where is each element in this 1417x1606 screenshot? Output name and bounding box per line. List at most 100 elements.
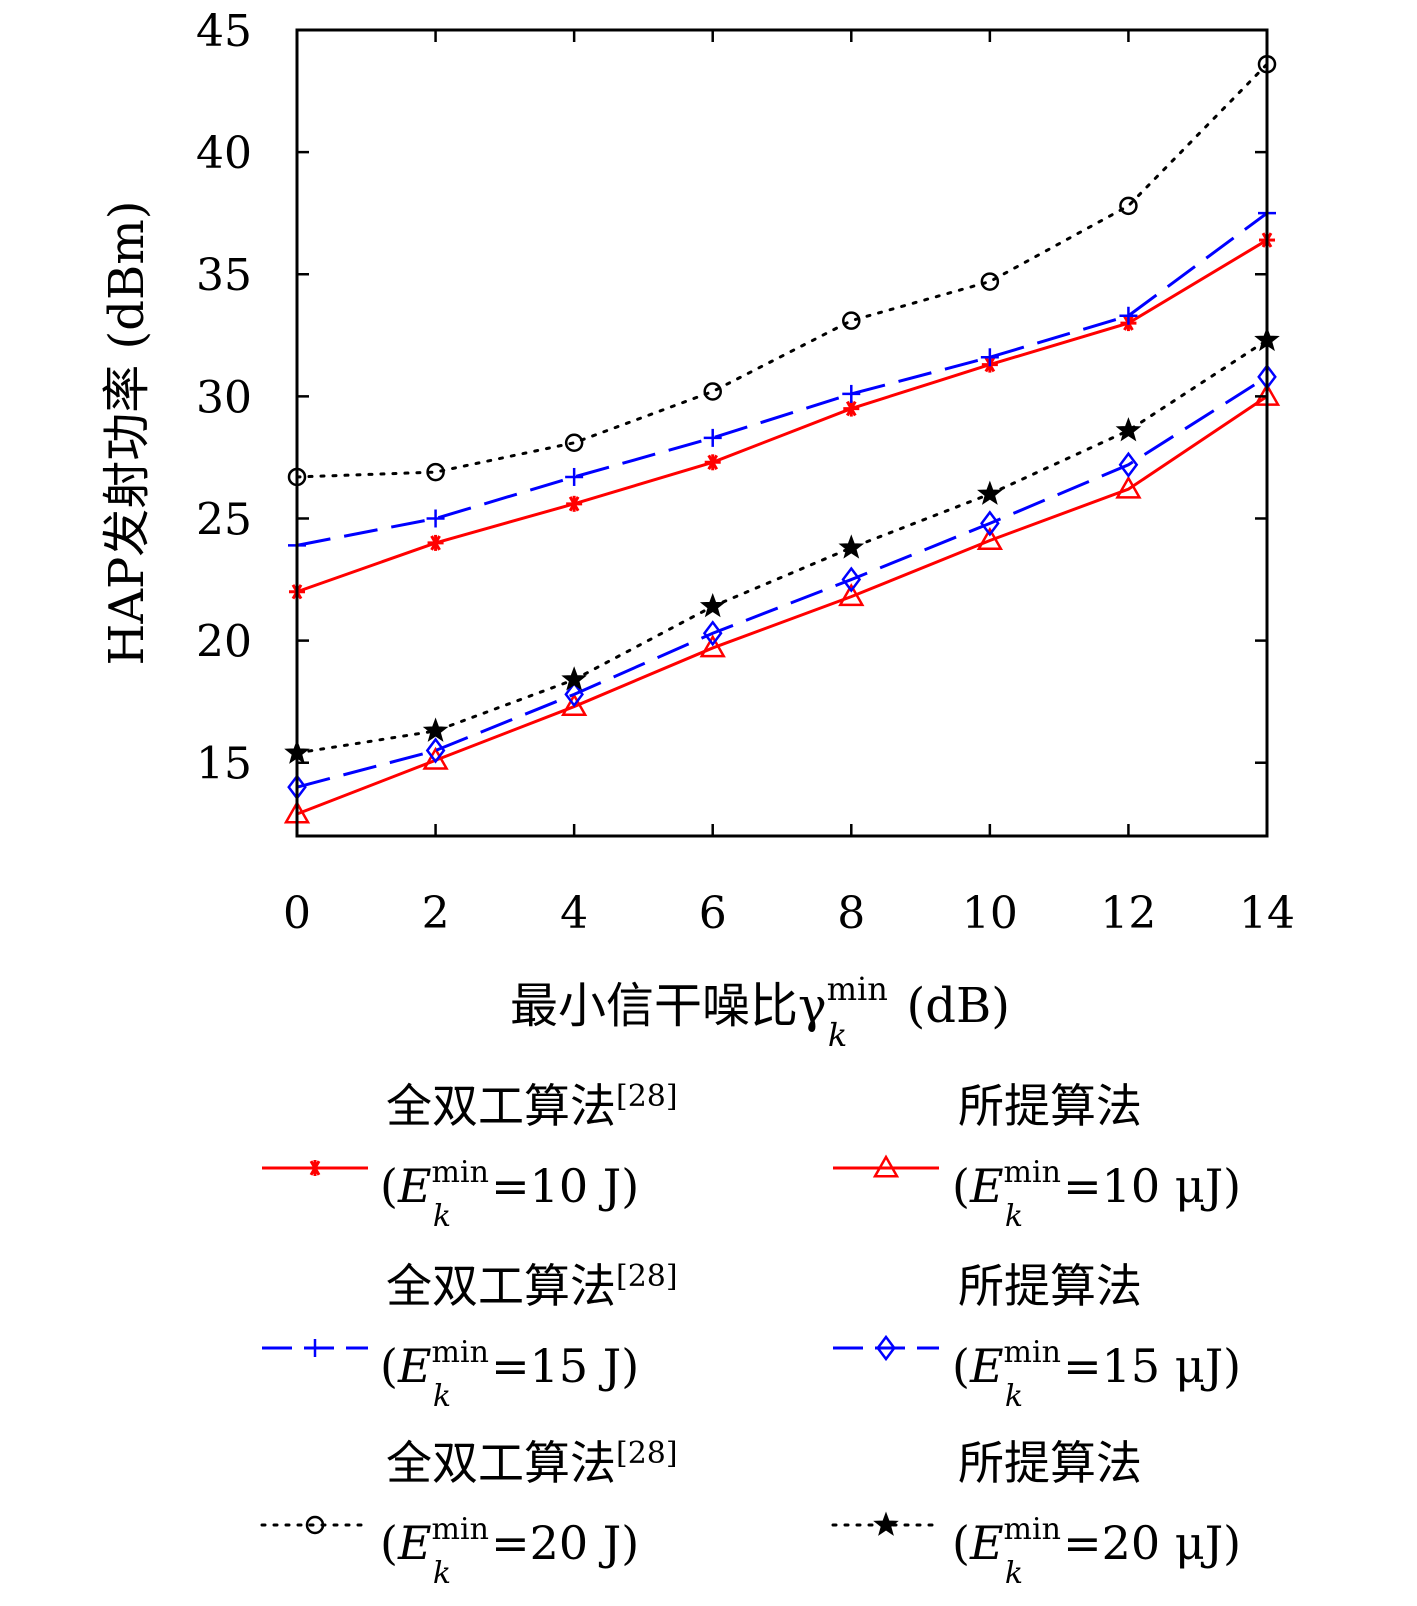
x-tick-label: 0	[283, 888, 311, 939]
legend-entry-6: 所提算法 (Emin k=20 μJ)	[831, 1436, 1241, 1591]
data-point	[699, 634, 726, 658]
legend-marker	[876, 1334, 896, 1362]
legend-label-name: 全双工算法[28]	[386, 1079, 678, 1133]
data-point	[703, 382, 722, 401]
series-line	[296, 375, 1268, 789]
x-axis-label-sup: min	[827, 970, 888, 1008]
data-point	[560, 693, 588, 717]
data-point	[980, 510, 1000, 537]
legend-entry-2: 所提算法 (Emin k=10 μJ)	[833, 1079, 1241, 1234]
legend-label-ref: [28]	[616, 1436, 678, 1471]
data-point	[699, 592, 726, 618]
data-point	[564, 681, 584, 708]
legend-entry-5: 全双工算法[28] (Emin k=20 J)	[260, 1436, 678, 1591]
y-tick-label: 15	[196, 739, 252, 790]
plot-lines	[283, 54, 1281, 824]
x-axis-label-sub: k	[828, 1016, 847, 1054]
legend-label-main: 全双工算法	[386, 1259, 616, 1313]
legend-label-condition: (Emin k=10 μJ)	[952, 1155, 1241, 1234]
legend-label-name: 全双工算法[28]	[386, 1436, 678, 1490]
y-tick-label: 20	[196, 617, 252, 668]
legend-label-name: 所提算法	[958, 1079, 1142, 1133]
y-axis-label: HAP发射功率 (dBm)	[99, 200, 155, 665]
data-point	[561, 666, 587, 691]
legend-label-name: 所提算法	[958, 1436, 1142, 1490]
data-point	[841, 566, 862, 593]
legend-label-condition: (Emin k=20 J)	[380, 1512, 639, 1591]
data-point	[422, 717, 449, 742]
legend-entry-1: 全双工算法[28] (Emin k=10 J)	[262, 1079, 678, 1234]
data-point	[427, 534, 444, 551]
legend-entry-4: 所提算法 (Emin k=15 μJ)	[833, 1259, 1241, 1414]
y-tick-label: 45	[196, 6, 252, 57]
legend-label-main: 所提算法	[958, 1259, 1142, 1313]
legend-label-main: 所提算法	[958, 1436, 1142, 1490]
x-axis-label-main: 最小信干噪比γ	[510, 978, 827, 1034]
legend-label-ref: [28]	[616, 1079, 678, 1114]
axis-ticks: 0 2 4 6 8 10 12 14 15 20 25 30 35 40 45	[196, 6, 1295, 939]
series-line	[295, 338, 1269, 755]
data-point	[1119, 306, 1138, 325]
legend: 全双工算法[28](Emin k=10 J)所提算法(Emin k=10 μJ)全双…	[260, 1079, 1241, 1591]
data-point	[1119, 196, 1138, 216]
y-tick-label: 30	[196, 372, 252, 423]
x-tick-label: 8	[837, 888, 865, 939]
legend-entry-3: 全双工算法[28] (Emin k=15 J)	[262, 1259, 678, 1414]
data-point	[426, 509, 445, 528]
data-point	[703, 428, 722, 447]
data-point	[977, 480, 1003, 505]
data-point	[425, 737, 446, 764]
legend-label-condition: (Emin k=10 J)	[380, 1155, 639, 1234]
legend-label-name: 全双工算法[28]	[386, 1259, 678, 1313]
data-point	[976, 526, 1004, 550]
legend-marker	[305, 1515, 325, 1535]
data-point	[1115, 475, 1142, 499]
data-point	[1115, 417, 1142, 442]
series-4	[287, 363, 1277, 801]
data-point	[565, 467, 584, 486]
x-tick-label: 6	[699, 888, 727, 939]
y-tick-label: 25	[196, 494, 252, 545]
y-tick-label: 40	[196, 128, 252, 179]
data-point	[980, 272, 1000, 291]
data-point	[704, 454, 721, 471]
legend-label-condition: (Emin k=20 μJ)	[952, 1512, 1241, 1591]
legend-marker	[307, 1160, 323, 1176]
data-point	[426, 462, 445, 482]
data-point	[566, 495, 583, 512]
x-axis-label: 最小信干噪比γmin k (dB)	[510, 970, 1010, 1054]
legend-label-main: 所提算法	[958, 1079, 1142, 1133]
legend-label-condition: (Emin k=15 J)	[380, 1335, 639, 1414]
x-tick-label: 12	[1100, 888, 1156, 939]
series-2	[283, 382, 1281, 824]
data-point	[838, 534, 865, 559]
series-line	[296, 211, 1268, 547]
data-point	[564, 433, 584, 453]
legend-marker	[306, 1339, 324, 1357]
series-line	[296, 395, 1268, 816]
legend-marker	[872, 1154, 900, 1178]
legend-label-main: 全双工算法	[386, 1436, 616, 1490]
data-point	[838, 583, 865, 607]
legend-label-ref: [28]	[616, 1259, 678, 1294]
x-tick-label: 10	[962, 888, 1018, 939]
plot-frame	[295, 28, 1269, 838]
x-tick-label: 2	[422, 888, 450, 939]
legend-marker	[873, 1511, 899, 1536]
x-tick-label: 4	[560, 888, 588, 939]
data-point	[702, 620, 723, 647]
data-point	[980, 348, 999, 367]
data-point	[422, 746, 449, 770]
data-point	[843, 400, 860, 417]
data-point	[1118, 451, 1139, 478]
series-line	[295, 62, 1269, 479]
series-3	[288, 204, 1276, 555]
legend-label-name: 所提算法	[958, 1259, 1142, 1313]
series-5	[287, 54, 1277, 487]
series-line	[296, 238, 1268, 594]
data-point	[842, 311, 861, 330]
data-point	[842, 384, 861, 403]
legend-label-condition: (Emin k=15 μJ)	[952, 1335, 1241, 1414]
x-tick-label: 14	[1239, 888, 1295, 939]
